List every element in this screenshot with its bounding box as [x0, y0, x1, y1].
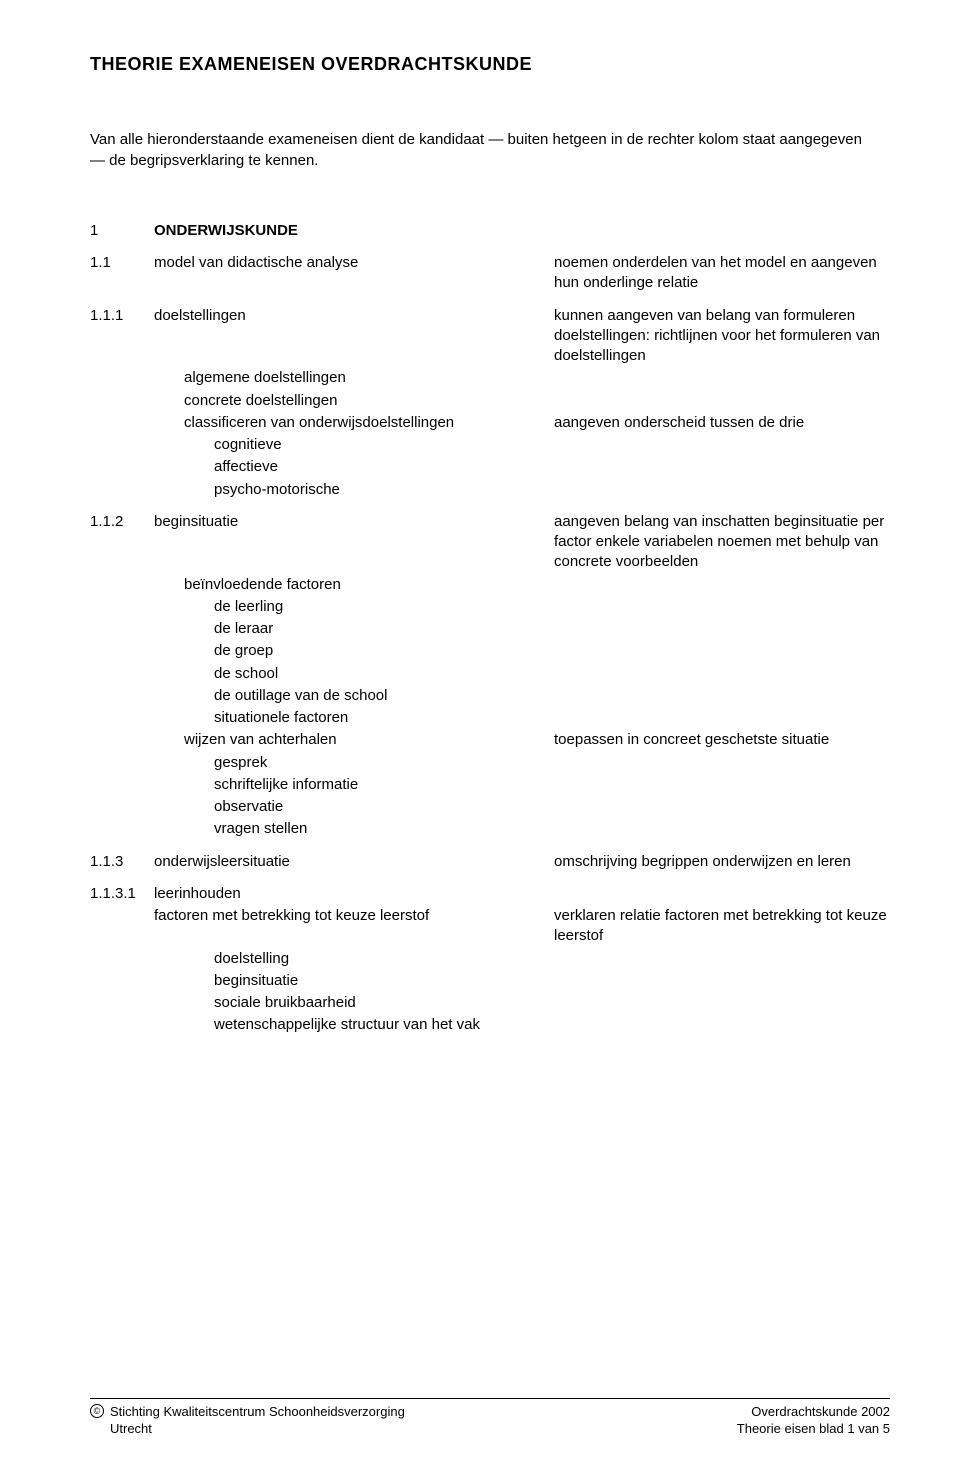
sub-sub-label: beginsituatie	[154, 971, 554, 991]
item-1-1-2: 1.1.2 beginsituatie aangeven belang van …	[90, 512, 890, 573]
sub-item: factoren met betrekking tot keuze leerst…	[90, 906, 890, 947]
intro-paragraph: Van alle hieronderstaande exameneisen di…	[90, 130, 870, 171]
item-1-1-3-1: 1.1.3.1 leerinhouden	[90, 884, 890, 904]
item-number: 1.1.3	[90, 852, 154, 872]
sub-sub-item: vragen stellen	[90, 819, 890, 839]
item-1-1: 1.1 model van didactische analyse noemen…	[90, 253, 890, 294]
footer-page: Theorie eisen blad 1 van 5	[737, 1420, 890, 1438]
sub-sub-item: cognitieve	[90, 435, 890, 455]
item-1-1-3: 1.1.3 onderwijsleersituatie omschrijving…	[90, 852, 890, 872]
sub-sub-label: de school	[154, 664, 554, 684]
sub-sub-label: sociale bruikbaarheid	[154, 993, 554, 1013]
sub-sub-item: de leraar	[90, 619, 890, 639]
item-left: model van didactische analyse	[154, 253, 554, 273]
sub-label: classificeren van onderwijsdoelstellinge…	[154, 413, 554, 433]
page-title: THEORIE EXAMENEISEN OVERDRACHTSKUNDE	[90, 52, 890, 76]
sub-sub-label: situationele factoren	[154, 708, 554, 728]
sub-sub-label: cognitieve	[154, 435, 554, 455]
sub-sub-label: vragen stellen	[154, 819, 554, 839]
item-number: 1.1.1	[90, 306, 154, 326]
sub-item: wijzen van achterhalen toepassen in conc…	[90, 730, 890, 750]
sub-sub-item: situationele factoren	[90, 708, 890, 728]
sub-right: aangeven onderscheid tussen de drie	[554, 413, 890, 433]
sub-label: concrete doelstellingen	[154, 391, 554, 411]
sub-sub-item: psycho-motorische	[90, 480, 890, 500]
sub-sub-label: de leraar	[154, 619, 554, 639]
item-right: kunnen aangeven van belang van formulere…	[554, 306, 890, 367]
item-right: noemen onderdelen van het model en aange…	[554, 253, 890, 294]
sub-label: beïnvloedende factoren	[154, 575, 554, 595]
sub-sub-label: wetenschappelijke structuur van het vak	[154, 1015, 554, 1035]
item-right: aangeven belang van inschatten beginsitu…	[554, 512, 890, 573]
sub-sub-item: beginsituatie	[90, 971, 890, 991]
footer-right: Overdrachtskunde 2002 Theorie eisen blad…	[737, 1403, 890, 1438]
footer-doc: Overdrachtskunde 2002	[737, 1403, 890, 1421]
section-label: ONDERWIJSKUNDE	[154, 221, 554, 241]
item-left: onderwijsleersituatie	[154, 852, 554, 872]
sub-sub-label: de outillage van de school	[154, 686, 554, 706]
sub-sub-item: de school	[90, 664, 890, 684]
sub-label: factoren met betrekking tot keuze leerst…	[154, 906, 554, 926]
sub-sub-label: de leerling	[154, 597, 554, 617]
sub-item: algemene doelstellingen	[90, 368, 890, 388]
sub-right: verklaren relatie factoren met betrekkin…	[554, 906, 890, 947]
sub-sub-label: de groep	[154, 641, 554, 661]
item-1-1-1: 1.1.1 doelstellingen kunnen aangeven van…	[90, 306, 890, 367]
item-number: 1.1.3.1	[90, 884, 154, 904]
sub-sub-item: de outillage van de school	[90, 686, 890, 706]
section-1-header: 1 ONDERWIJSKUNDE	[90, 221, 890, 241]
sub-item: classificeren van onderwijsdoelstellinge…	[90, 413, 890, 433]
sub-item: concrete doelstellingen	[90, 391, 890, 411]
sub-sub-item: doelstelling	[90, 949, 890, 969]
item-left: doelstellingen	[154, 306, 554, 326]
sub-sub-item: wetenschappelijke structuur van het vak	[90, 1015, 890, 1035]
sub-sub-label: schriftelijke informatie	[154, 775, 554, 795]
sub-sub-label: affectieve	[154, 457, 554, 477]
sub-sub-item: de leerling	[90, 597, 890, 617]
sub-sub-item: schriftelijke informatie	[90, 775, 890, 795]
item-number: 1.1	[90, 253, 154, 273]
sub-sub-label: psycho-motorische	[154, 480, 554, 500]
sub-label: algemene doelstellingen	[154, 368, 554, 388]
item-number: 1.1.2	[90, 512, 154, 532]
section-number: 1	[90, 221, 154, 241]
item-left: beginsituatie	[154, 512, 554, 532]
footer-left: © Stichting Kwaliteitscentrum Schoonheid…	[90, 1403, 405, 1438]
sub-sub-item: affectieve	[90, 457, 890, 477]
item-right: omschrijving begrippen onderwijzen en le…	[554, 852, 890, 872]
sub-sub-label: observatie	[154, 797, 554, 817]
copyright-icon: ©	[90, 1404, 104, 1418]
footer-city: Utrecht	[90, 1420, 405, 1438]
page-footer: © Stichting Kwaliteitscentrum Schoonheid…	[90, 1398, 890, 1438]
sub-label: wijzen van achterhalen	[154, 730, 554, 750]
sub-right: toepassen in concreet geschetste situati…	[554, 730, 890, 750]
sub-sub-item: gesprek	[90, 753, 890, 773]
footer-org: Stichting Kwaliteitscentrum Schoonheidsv…	[110, 1403, 405, 1421]
sub-sub-item: sociale bruikbaarheid	[90, 993, 890, 1013]
sub-sub-label: doelstelling	[154, 949, 554, 969]
sub-sub-label: gesprek	[154, 753, 554, 773]
sub-sub-item: de groep	[90, 641, 890, 661]
sub-sub-item: observatie	[90, 797, 890, 817]
sub-item: beïnvloedende factoren	[90, 575, 890, 595]
item-left: leerinhouden	[154, 884, 554, 904]
